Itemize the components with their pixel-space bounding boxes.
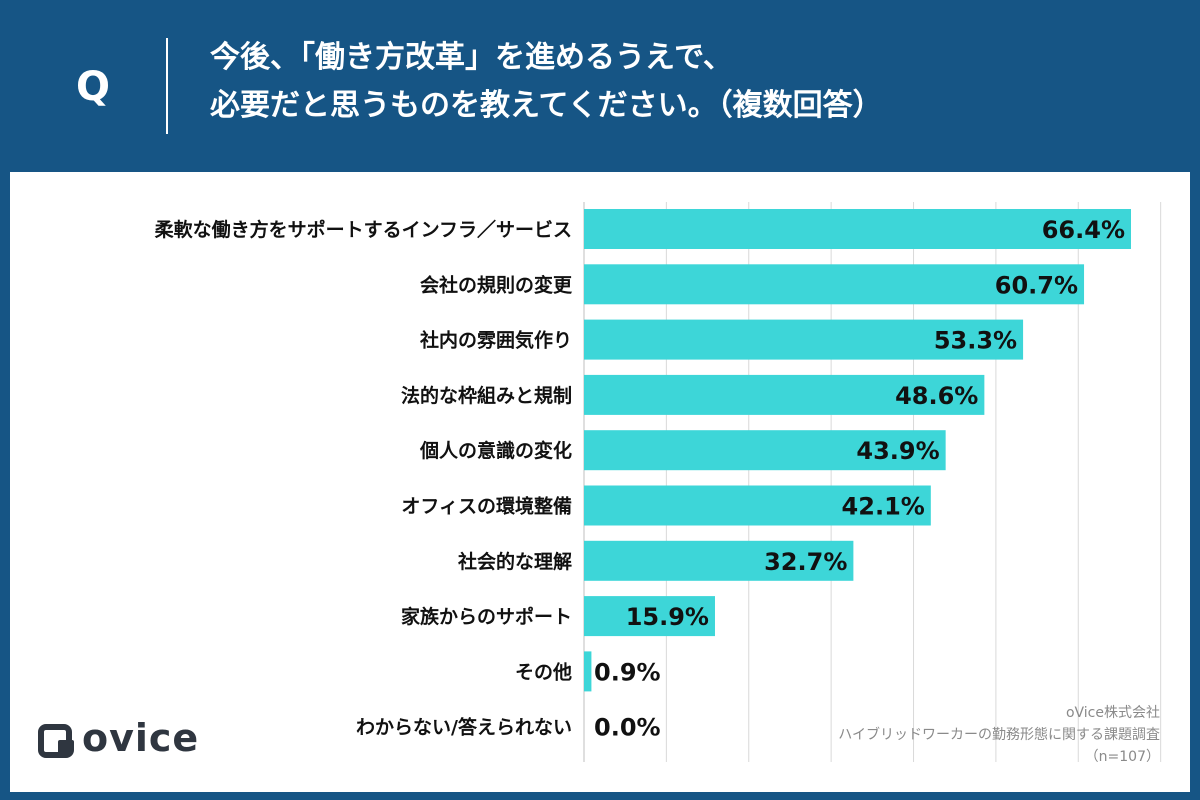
value-label: 43.9% <box>856 437 939 465</box>
bar-chart: 柔軟な働き方をサポートするインフラ／サービス 66.4% 会社の規則の変更 60.7%… <box>155 202 1162 762</box>
question-line-1: 今後、「働き方改革」を進めるうえで、 <box>210 40 733 75</box>
bar <box>584 596 715 637</box>
source-sample: （n=107） <box>1084 749 1160 765</box>
bar <box>584 540 854 581</box>
value-label: 48.6% <box>895 382 978 410</box>
bar <box>584 374 985 415</box>
value-label: 60.7% <box>995 271 1078 299</box>
bar <box>584 430 946 471</box>
category-label: 個人の意識の変化 <box>419 439 572 462</box>
category-label: 柔軟な働き方をサポートするインフラ／サービス <box>155 218 572 241</box>
ovice-logo-icon <box>38 724 74 758</box>
bar <box>584 264 1085 305</box>
category-label: 社会的な理解 <box>457 550 572 573</box>
question-line-2: 必要だと思うものを教えてください。（複数回答） <box>210 88 883 123</box>
bar <box>584 651 592 692</box>
logo-text: ovice <box>82 716 200 760</box>
chart-panel: 柔軟な働き方をサポートするインフラ／サービス 66.4% 会社の規則の変更 60.7%… <box>10 172 1190 792</box>
category-label: 法的な枠組みと規制 <box>401 384 572 407</box>
source-survey: ハイブリッドワーカーの勤務形態に関する課題調査 <box>838 727 1160 743</box>
value-label: 0.0% <box>594 714 661 742</box>
value-label: 53.3% <box>934 327 1017 355</box>
category-label: オフィスの環境整備 <box>401 495 572 518</box>
category-label: その他 <box>515 660 572 683</box>
value-label: 42.1% <box>842 493 925 521</box>
header-divider <box>166 38 168 134</box>
category-label: 家族からのサポート <box>401 605 572 628</box>
bar <box>584 485 931 526</box>
value-label: 32.7% <box>764 548 847 576</box>
value-label: 66.4% <box>1042 216 1125 244</box>
bar <box>584 209 1131 249</box>
category-label: わからない/答えられない <box>356 716 572 739</box>
question-title: 今後、「働き方改革」を進めるうえで、 必要だと思うものを教えてください。（複数回… <box>210 34 1170 130</box>
header: Q 今後、「働き方改革」を進めるうえで、 必要だと思うものを教えてください。（複… <box>0 0 1200 170</box>
ovice-logo: ovice <box>38 716 208 766</box>
category-label: 会社の規則の変更 <box>420 273 573 296</box>
value-label: 0.9% <box>594 658 661 686</box>
bar <box>584 319 1024 360</box>
value-label: 15.9% <box>626 603 709 631</box>
source-note: oVice株式会社 ハイブリッドワーカーの勤務形態に関する課題調査 （n=107… <box>740 702 1160 768</box>
question-mark: Q <box>75 64 110 110</box>
source-company: oVice株式会社 <box>1065 705 1160 721</box>
category-label: 社内の雰囲気作り <box>419 329 572 352</box>
